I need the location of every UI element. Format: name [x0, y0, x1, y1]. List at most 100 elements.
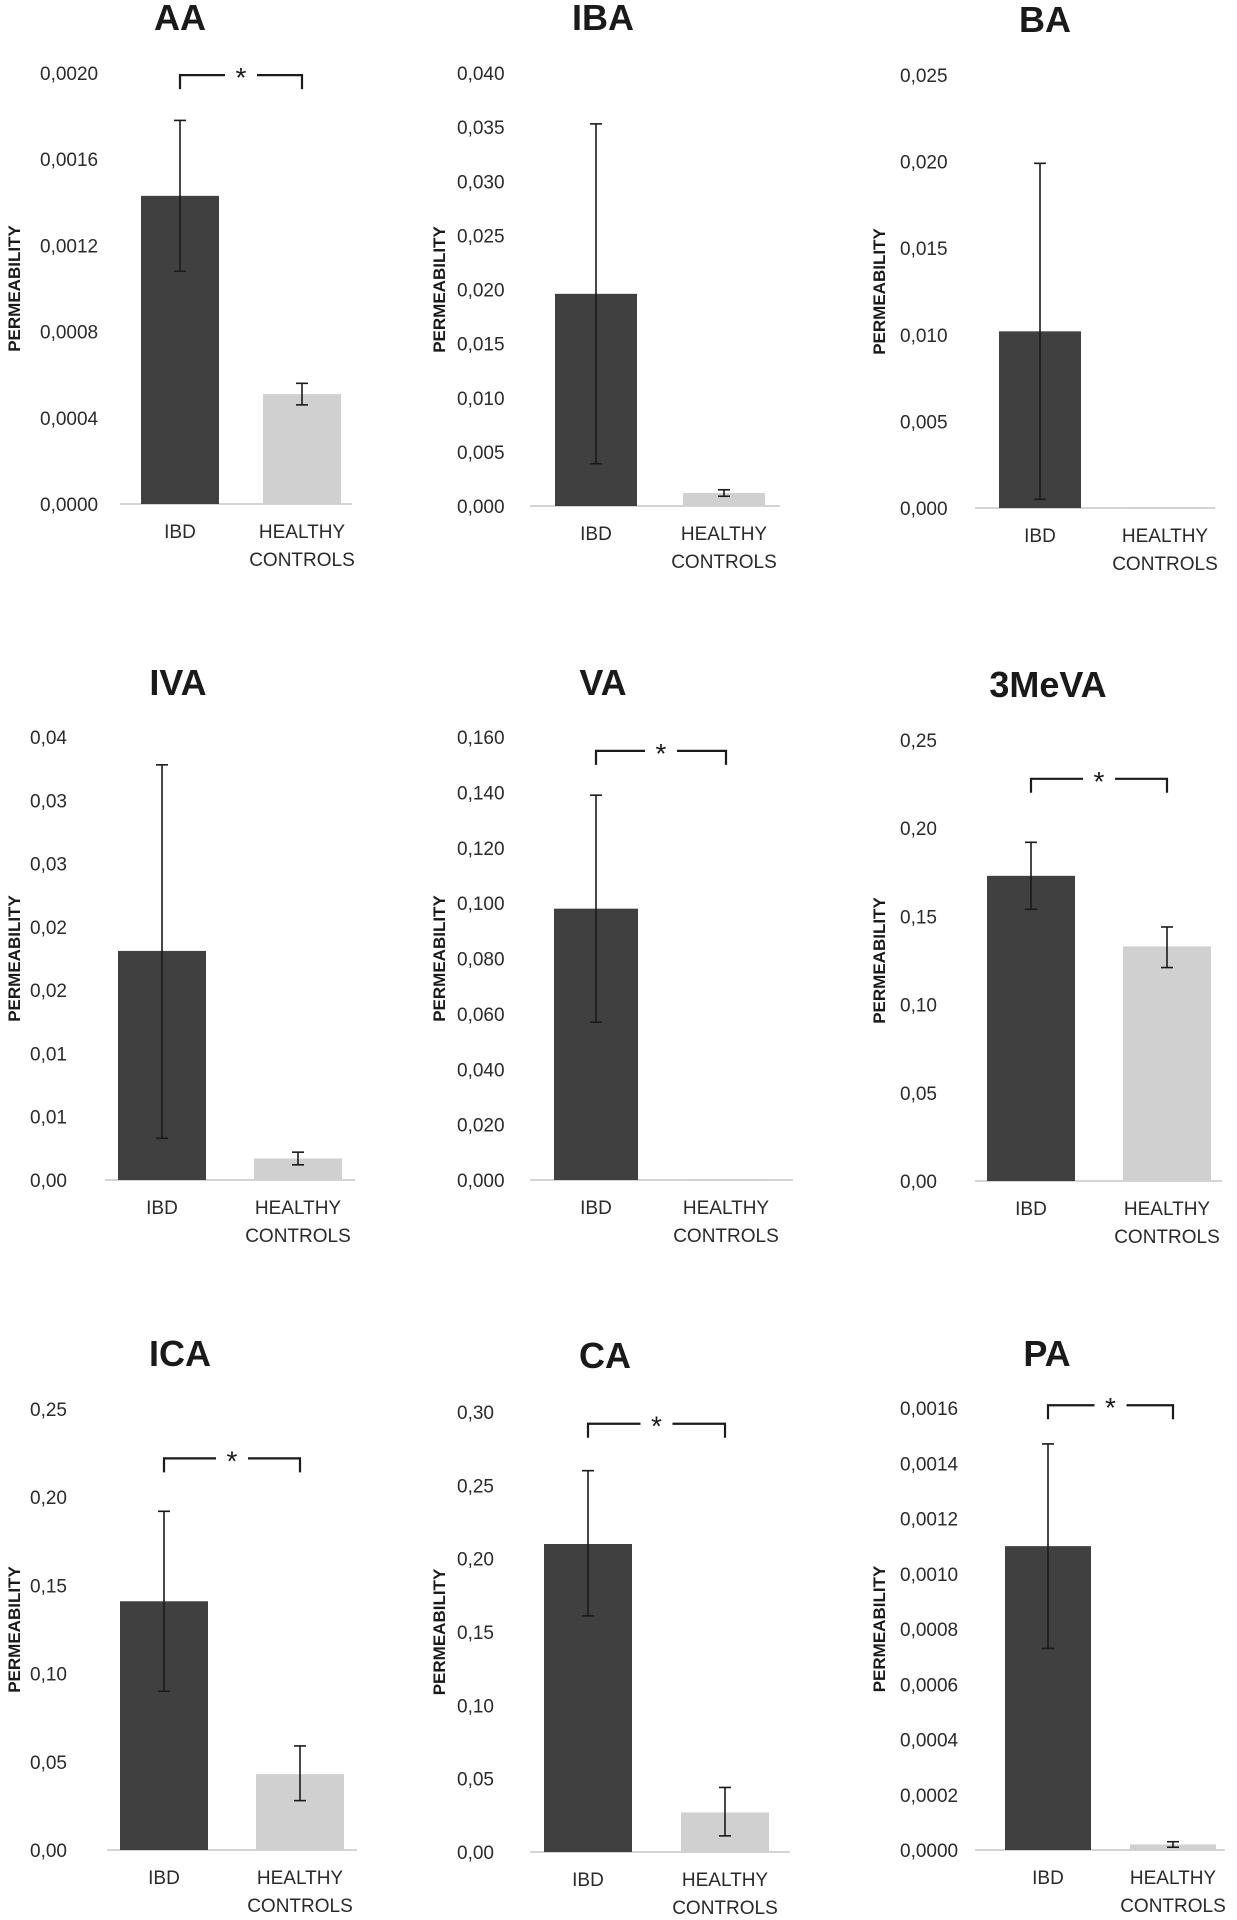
chart-panel-iba: IBA PERMEABILITY 0,000 0,005 0,010 0,015 0,020… — [430, 0, 780, 573]
y-tick-label: 0,15 — [30, 1576, 67, 1597]
y-tick-label: 0,02 — [30, 981, 67, 1002]
y-tick-label: 0,05 — [457, 1770, 494, 1791]
y-tick-label: 0,0012 — [900, 1510, 958, 1531]
significance-star: * — [227, 1445, 238, 1476]
y-tick-label: 0,20 — [900, 819, 937, 840]
y-tick-label: 0,015 — [457, 335, 505, 356]
error-bar-healthy-controls — [1161, 926, 1173, 969]
y-tick-label: 0,20 — [30, 1488, 67, 1509]
y-tick-label: 0,020 — [457, 1116, 505, 1137]
y-tick-label: 0,005 — [900, 412, 948, 433]
error-bar-healthy-controls — [719, 1786, 731, 1837]
y-tick-label: 0,0008 — [40, 323, 98, 344]
bar-healthy-controls — [684, 1179, 768, 1180]
y-tick-label: 0,140 — [457, 783, 505, 804]
x-category-label-healthy-controls: HEALTHY CONTROLS — [1112, 526, 1218, 575]
error-bar-ibd — [156, 764, 168, 1140]
chart-panel-pa: PA PERMEABILITY 0,0000 0,0002 0,0004 0,0006 0,… — [870, 1333, 1226, 1917]
y-tick-label: 0,01 — [30, 1044, 67, 1065]
y-tick-label: 0,25 — [30, 1400, 67, 1421]
chart-title: VA — [579, 662, 626, 703]
x-category-label-healthy-controls: HEALTHY CONTROLS — [672, 1870, 778, 1919]
bracket-line — [178, 74, 304, 90]
y-tick-label: 0,05 — [30, 1753, 67, 1774]
y-tick-label: 0,000 — [457, 1171, 505, 1192]
y-tick-label: 0,0010 — [900, 1565, 958, 1586]
bracket-line — [594, 749, 728, 765]
y-tick-label: 0,03 — [30, 855, 67, 876]
y-tick-label: 0,10 — [457, 1696, 494, 1717]
significance-bracket: * — [178, 62, 304, 93]
y-axis-label: PERMEABILITY — [5, 225, 24, 352]
x-category-label-healthy-controls: HEALTHY CONTROLS — [247, 1868, 353, 1917]
y-tick-label: 0,00 — [30, 1171, 67, 1192]
chart-title: 3MeVA — [989, 664, 1106, 705]
significance-bracket: * — [594, 738, 728, 769]
error-bar-healthy-controls — [294, 1745, 306, 1802]
y-tick-label: 0,060 — [457, 1005, 505, 1026]
y-tick-label: 0,000 — [457, 497, 505, 518]
y-axis-label: PERMEABILITY — [870, 897, 889, 1024]
significance-star: * — [1105, 1392, 1116, 1423]
significance-star: * — [656, 738, 667, 769]
y-tick-label: 0,040 — [457, 64, 505, 85]
x-category-label-healthy-controls: HEALTHY CONTROLS — [673, 1198, 779, 1247]
x-category-label-ibd: IBD — [1024, 526, 1056, 547]
x-category-label-ibd: IBD — [1015, 1199, 1047, 1220]
y-tick-label: 0,0012 — [40, 236, 98, 257]
x-category-label-ibd: IBD — [580, 524, 612, 545]
y-tick-label: 0,04 — [30, 728, 67, 749]
bar-healthy-controls — [683, 493, 765, 506]
error-bar-ibd — [1042, 1443, 1054, 1650]
y-axis-label: PERMEABILITY — [5, 895, 24, 1022]
chart-title: CA — [579, 1335, 631, 1376]
y-tick-label: 0,020 — [900, 153, 948, 174]
error-bar-ibd — [1034, 162, 1046, 501]
y-tick-label: 0,0002 — [900, 1786, 958, 1807]
chart-title: BA — [1019, 0, 1071, 40]
x-category-label-healthy-controls: HEALTHY CONTROLS — [249, 522, 355, 571]
chart-title: AA — [154, 0, 206, 38]
y-tick-label: 0,010 — [900, 326, 948, 347]
y-tick-label: 0,015 — [900, 239, 948, 260]
y-tick-label: 0,020 — [457, 281, 505, 302]
y-tick-label: 0,080 — [457, 950, 505, 971]
bracket-line — [1046, 1404, 1175, 1420]
y-axis-label: PERMEABILITY — [870, 228, 889, 355]
y-tick-label: 0,0016 — [40, 150, 98, 171]
y-tick-label: 0,030 — [457, 172, 505, 193]
y-tick-label: 0,0004 — [40, 409, 99, 430]
y-tick-label: 0,20 — [457, 1550, 494, 1571]
y-axis-label: PERMEABILITY — [430, 226, 449, 353]
chart-panel-ca: CA PERMEABILITY 0,00 0,05 0,10 0,15 0,20 0,25 0,… — [430, 1335, 790, 1919]
error-bar-ibd — [174, 119, 186, 273]
chart-panel-aa: AA PERMEABILITY 0,0000 0,0004 0,0008 0,0012 0,… — [5, 0, 355, 571]
chart-title: IVA — [149, 662, 206, 703]
x-category-label-healthy-controls: HEALTHY CONTROLS — [1120, 1868, 1226, 1917]
y-tick-label: 0,120 — [457, 839, 505, 860]
error-bar-ibd — [590, 123, 602, 465]
significance-bracket: * — [162, 1445, 302, 1476]
y-axis-label: PERMEABILITY — [430, 895, 449, 1022]
y-tick-label: 0,30 — [457, 1403, 494, 1424]
y-tick-label: 0,0004 — [900, 1731, 959, 1752]
y-tick-label: 0,00 — [900, 1172, 937, 1193]
y-tick-label: 0,15 — [457, 1623, 494, 1644]
y-axis-label: PERMEABILITY — [5, 1566, 24, 1693]
x-category-label-healthy-controls: HEALTHY CONTROLS — [671, 524, 777, 573]
x-category-label-ibd: IBD — [164, 522, 196, 543]
chart-panel-iva: IVA PERMEABILITY 0,00 0,01 0,01 0,02 0,02 0,03 0… — [5, 662, 355, 1247]
chart-title: PA — [1023, 1333, 1070, 1374]
y-tick-label: 0,02 — [30, 918, 67, 939]
error-bar-healthy-controls — [1167, 1840, 1179, 1849]
error-bar-healthy-controls — [296, 382, 308, 406]
y-tick-label: 0,0016 — [900, 1399, 958, 1420]
bar-healthy-controls — [254, 1158, 342, 1180]
y-tick-label: 0,040 — [457, 1060, 505, 1081]
y-tick-label: 0,01 — [30, 1108, 67, 1129]
y-tick-label: 0,10 — [30, 1665, 67, 1686]
significance-bracket: * — [586, 1411, 727, 1442]
significance-bracket: * — [1029, 766, 1169, 797]
chart-title: ICA — [149, 1333, 211, 1374]
